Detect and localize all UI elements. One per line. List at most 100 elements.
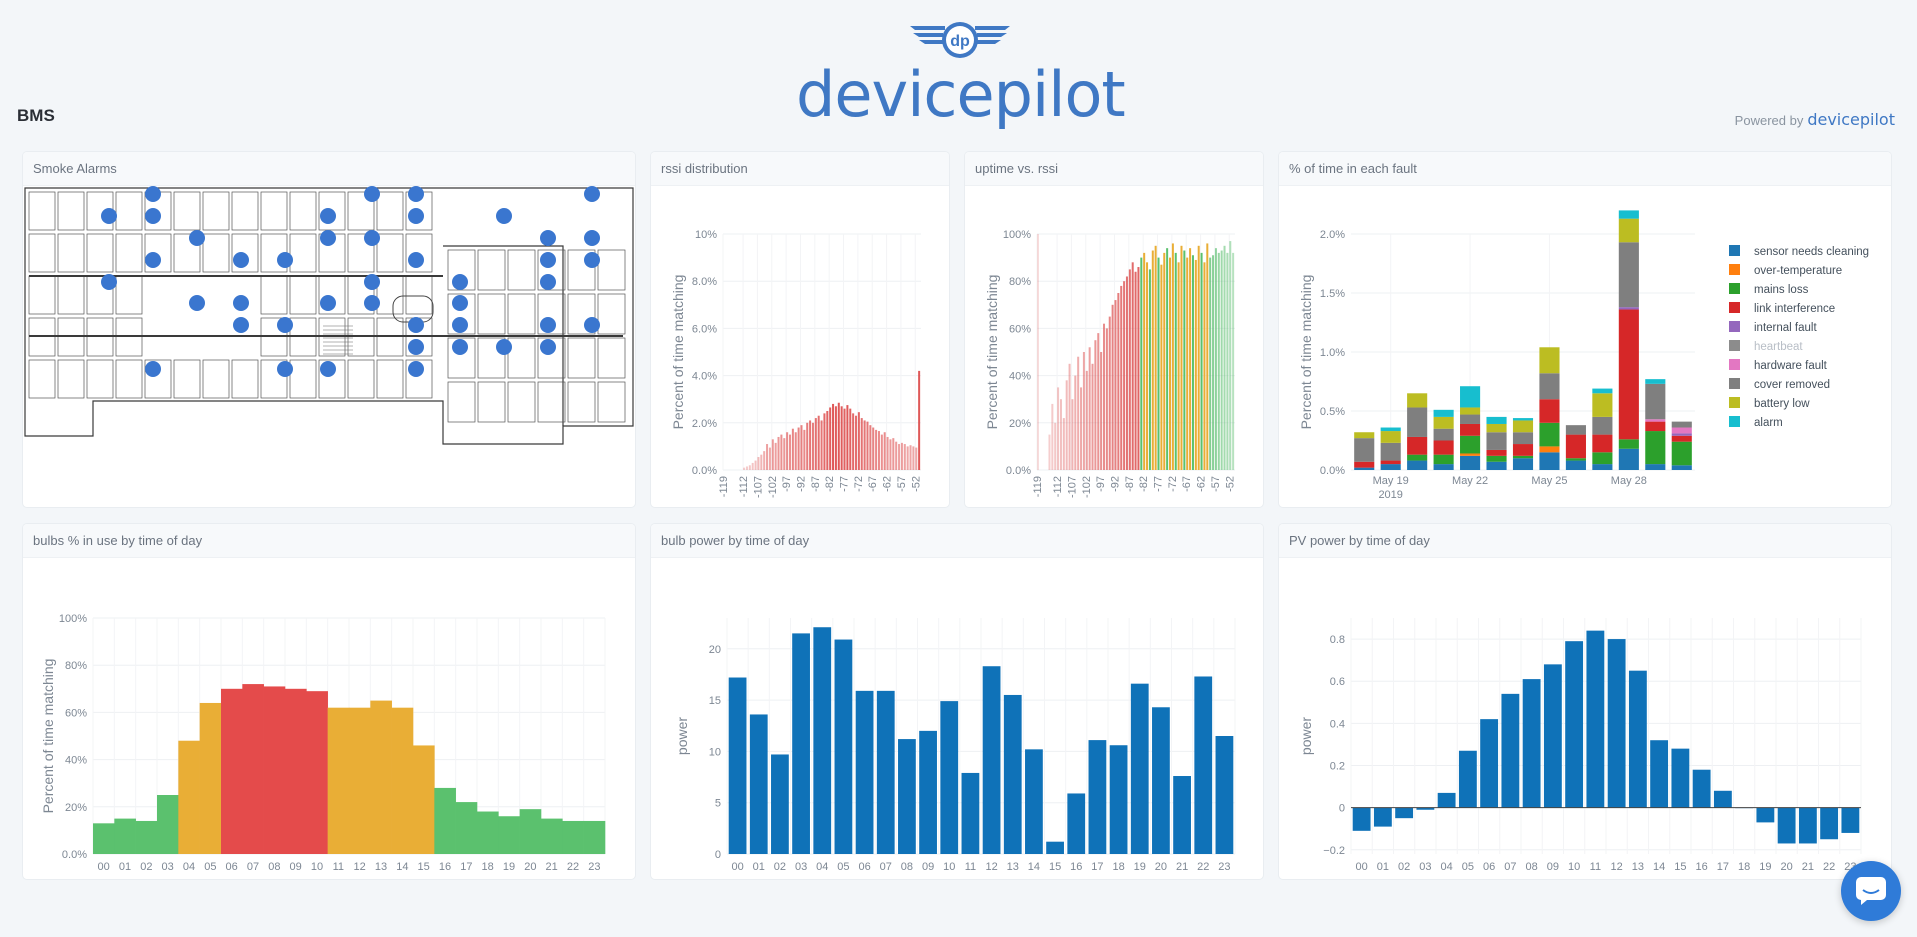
y-axis-label: Percent of time matching	[40, 659, 56, 814]
y-tick-label: −0.2	[1323, 845, 1345, 857]
bar	[349, 707, 371, 854]
x-tick-label: -57	[896, 476, 908, 492]
bar-segment	[1592, 434, 1613, 453]
bar-segment	[1645, 379, 1666, 384]
x-tick-label: -87	[1124, 476, 1136, 492]
bar-segment	[1460, 386, 1481, 408]
x-tick-label: 09	[1547, 861, 1559, 873]
smoke-alarm-marker	[233, 295, 249, 311]
smoke-alarm-marker	[320, 295, 336, 311]
bar-segment	[1407, 436, 1428, 455]
x-tick-label: 15	[1674, 861, 1686, 873]
bar	[1152, 707, 1170, 854]
x-tick-label: 00	[731, 861, 743, 873]
bar	[919, 730, 937, 854]
bar	[1373, 807, 1392, 827]
bar	[1051, 403, 1054, 470]
pv-power-chart[interactable]: −0.2 0 0.2 0.4 0.6 0.8 power 00 01 02 03 04 05 06 07 08…	[1279, 558, 1891, 879]
bar-segment	[1512, 418, 1534, 421]
bar	[763, 451, 766, 470]
bar	[982, 666, 1001, 854]
y-axis-label: Percent of time matching	[984, 275, 1000, 430]
bar	[880, 434, 883, 470]
bar	[840, 406, 843, 470]
bar	[1154, 245, 1157, 470]
y-tick-label: 0.0%	[62, 849, 87, 861]
x-tick-label: 11	[1590, 861, 1601, 873]
bar	[883, 432, 886, 470]
powered-by[interactable]: Powered by devicepilot	[1735, 110, 1895, 129]
bar	[1169, 257, 1172, 470]
bar-segment	[1380, 427, 1401, 432]
bar	[1713, 790, 1732, 808]
x-tick-label: 23	[588, 861, 600, 873]
bar	[1103, 323, 1106, 470]
page-title: BMS	[17, 106, 55, 125]
rssi-chart[interactable]: 0.0% 2.0% 4.0% 6.0% 8.0% 10% Percent of time m…	[651, 186, 949, 507]
x-tick-label: -82	[1138, 476, 1150, 492]
chat-button[interactable]	[1841, 861, 1901, 921]
bar	[1586, 630, 1605, 808]
room	[537, 337, 566, 379]
bar	[1416, 807, 1435, 810]
bar	[754, 460, 757, 470]
bar	[760, 454, 763, 470]
bar-segment	[1671, 465, 1692, 470]
bar-segment	[1565, 434, 1586, 459]
bar-segment	[1460, 455, 1481, 470]
bulbs-chart[interactable]: 0.0% 20% 40% 60% 80% 100% Percent of time matc…	[23, 558, 635, 879]
room	[115, 191, 143, 231]
bar	[940, 701, 959, 854]
smoke-alarm-marker	[277, 252, 293, 268]
bar	[242, 684, 264, 854]
bar-segment	[1433, 409, 1454, 417]
uptime-chart[interactable]: 0.0% 20% 40% 60% 80% 100% Percent of time matc…	[965, 186, 1263, 507]
x-tick-label: 18	[1738, 861, 1750, 873]
room	[405, 359, 433, 399]
bar-segment	[1539, 347, 1560, 374]
bar	[792, 633, 810, 854]
x-tick-label: 14	[1028, 861, 1040, 873]
bar	[178, 740, 200, 854]
x-tick-label: 22	[567, 861, 579, 873]
room	[202, 359, 230, 399]
bar-segment	[1512, 455, 1534, 459]
room	[447, 381, 476, 423]
x-tick-label: 14	[396, 861, 408, 873]
x-tick-label: May 25	[1531, 475, 1567, 487]
legend-swatch	[1729, 397, 1740, 408]
x-tick-label: 02	[1398, 861, 1410, 873]
room	[28, 233, 56, 273]
room	[567, 337, 596, 379]
bar	[1037, 234, 1040, 470]
floor-plan-map[interactable]	[23, 186, 635, 507]
legend-swatch	[1729, 283, 1740, 294]
bar-segment	[1354, 467, 1375, 470]
x-tick-label: 12	[354, 861, 366, 873]
x-tick-label: 08	[268, 861, 280, 873]
bar-segment	[1380, 431, 1401, 443]
smoke-alarm-marker	[101, 208, 117, 224]
smoke-alarm-marker	[408, 208, 424, 224]
y-tick-label: 5	[715, 798, 721, 810]
y-tick-label: 0.5%	[1320, 406, 1345, 418]
bar	[826, 411, 829, 470]
fault-chart[interactable]: 0.0% 0.5% 1.0% 1.5% 2.0% Percent of time matc…	[1279, 186, 1891, 507]
bar	[1194, 676, 1213, 854]
bar	[898, 739, 916, 854]
bar-segment	[1433, 440, 1454, 455]
smoke-alarm-marker	[540, 252, 556, 268]
bar	[413, 745, 435, 854]
bar	[1203, 262, 1206, 470]
bar	[1177, 262, 1180, 470]
bar	[1212, 255, 1215, 470]
bar	[1194, 259, 1197, 470]
bar-segment	[1354, 438, 1375, 462]
bar	[1180, 245, 1183, 470]
x-tick-label: 22	[1197, 861, 1209, 873]
bar-segment	[1645, 383, 1666, 420]
bar	[866, 421, 869, 470]
room	[28, 275, 56, 315]
bar	[748, 465, 751, 470]
